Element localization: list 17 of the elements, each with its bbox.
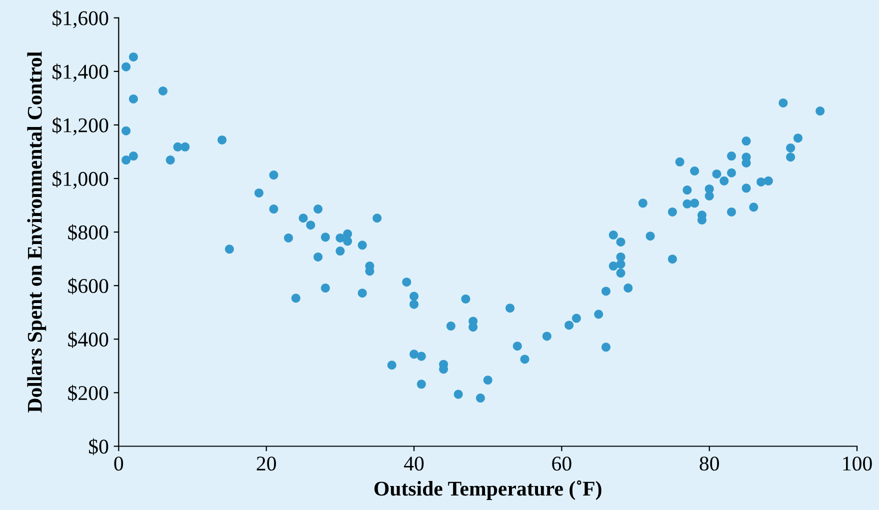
y-tick-label: $1,200 [52, 117, 108, 136]
x-axis-title: Outside Temperature (˚F) [374, 480, 602, 500]
x-tick-label: 80 [700, 456, 719, 471]
x-tick-label: 40 [404, 456, 424, 471]
y-tick-label: $200 [68, 384, 108, 402]
y-tick-label: $400 [68, 331, 108, 348]
y-axis-title: Dollars Spent on Environmental Control [27, 52, 46, 412]
y-tick-label: $800 [68, 224, 108, 241]
x-tick-label: 100 [843, 456, 872, 471]
y-tick-label: $1,000 [52, 170, 108, 189]
x-tick-label: 0 [114, 456, 124, 471]
y-tick-label: $0 [89, 438, 108, 456]
x-tick-label: 60 [552, 456, 572, 471]
y-tick-label: $1,400 [52, 64, 108, 82]
y-tick-label: $1,600 [52, 10, 108, 28]
y-tick-label: $600 [68, 278, 108, 294]
x-tick-label: 20 [256, 456, 276, 471]
